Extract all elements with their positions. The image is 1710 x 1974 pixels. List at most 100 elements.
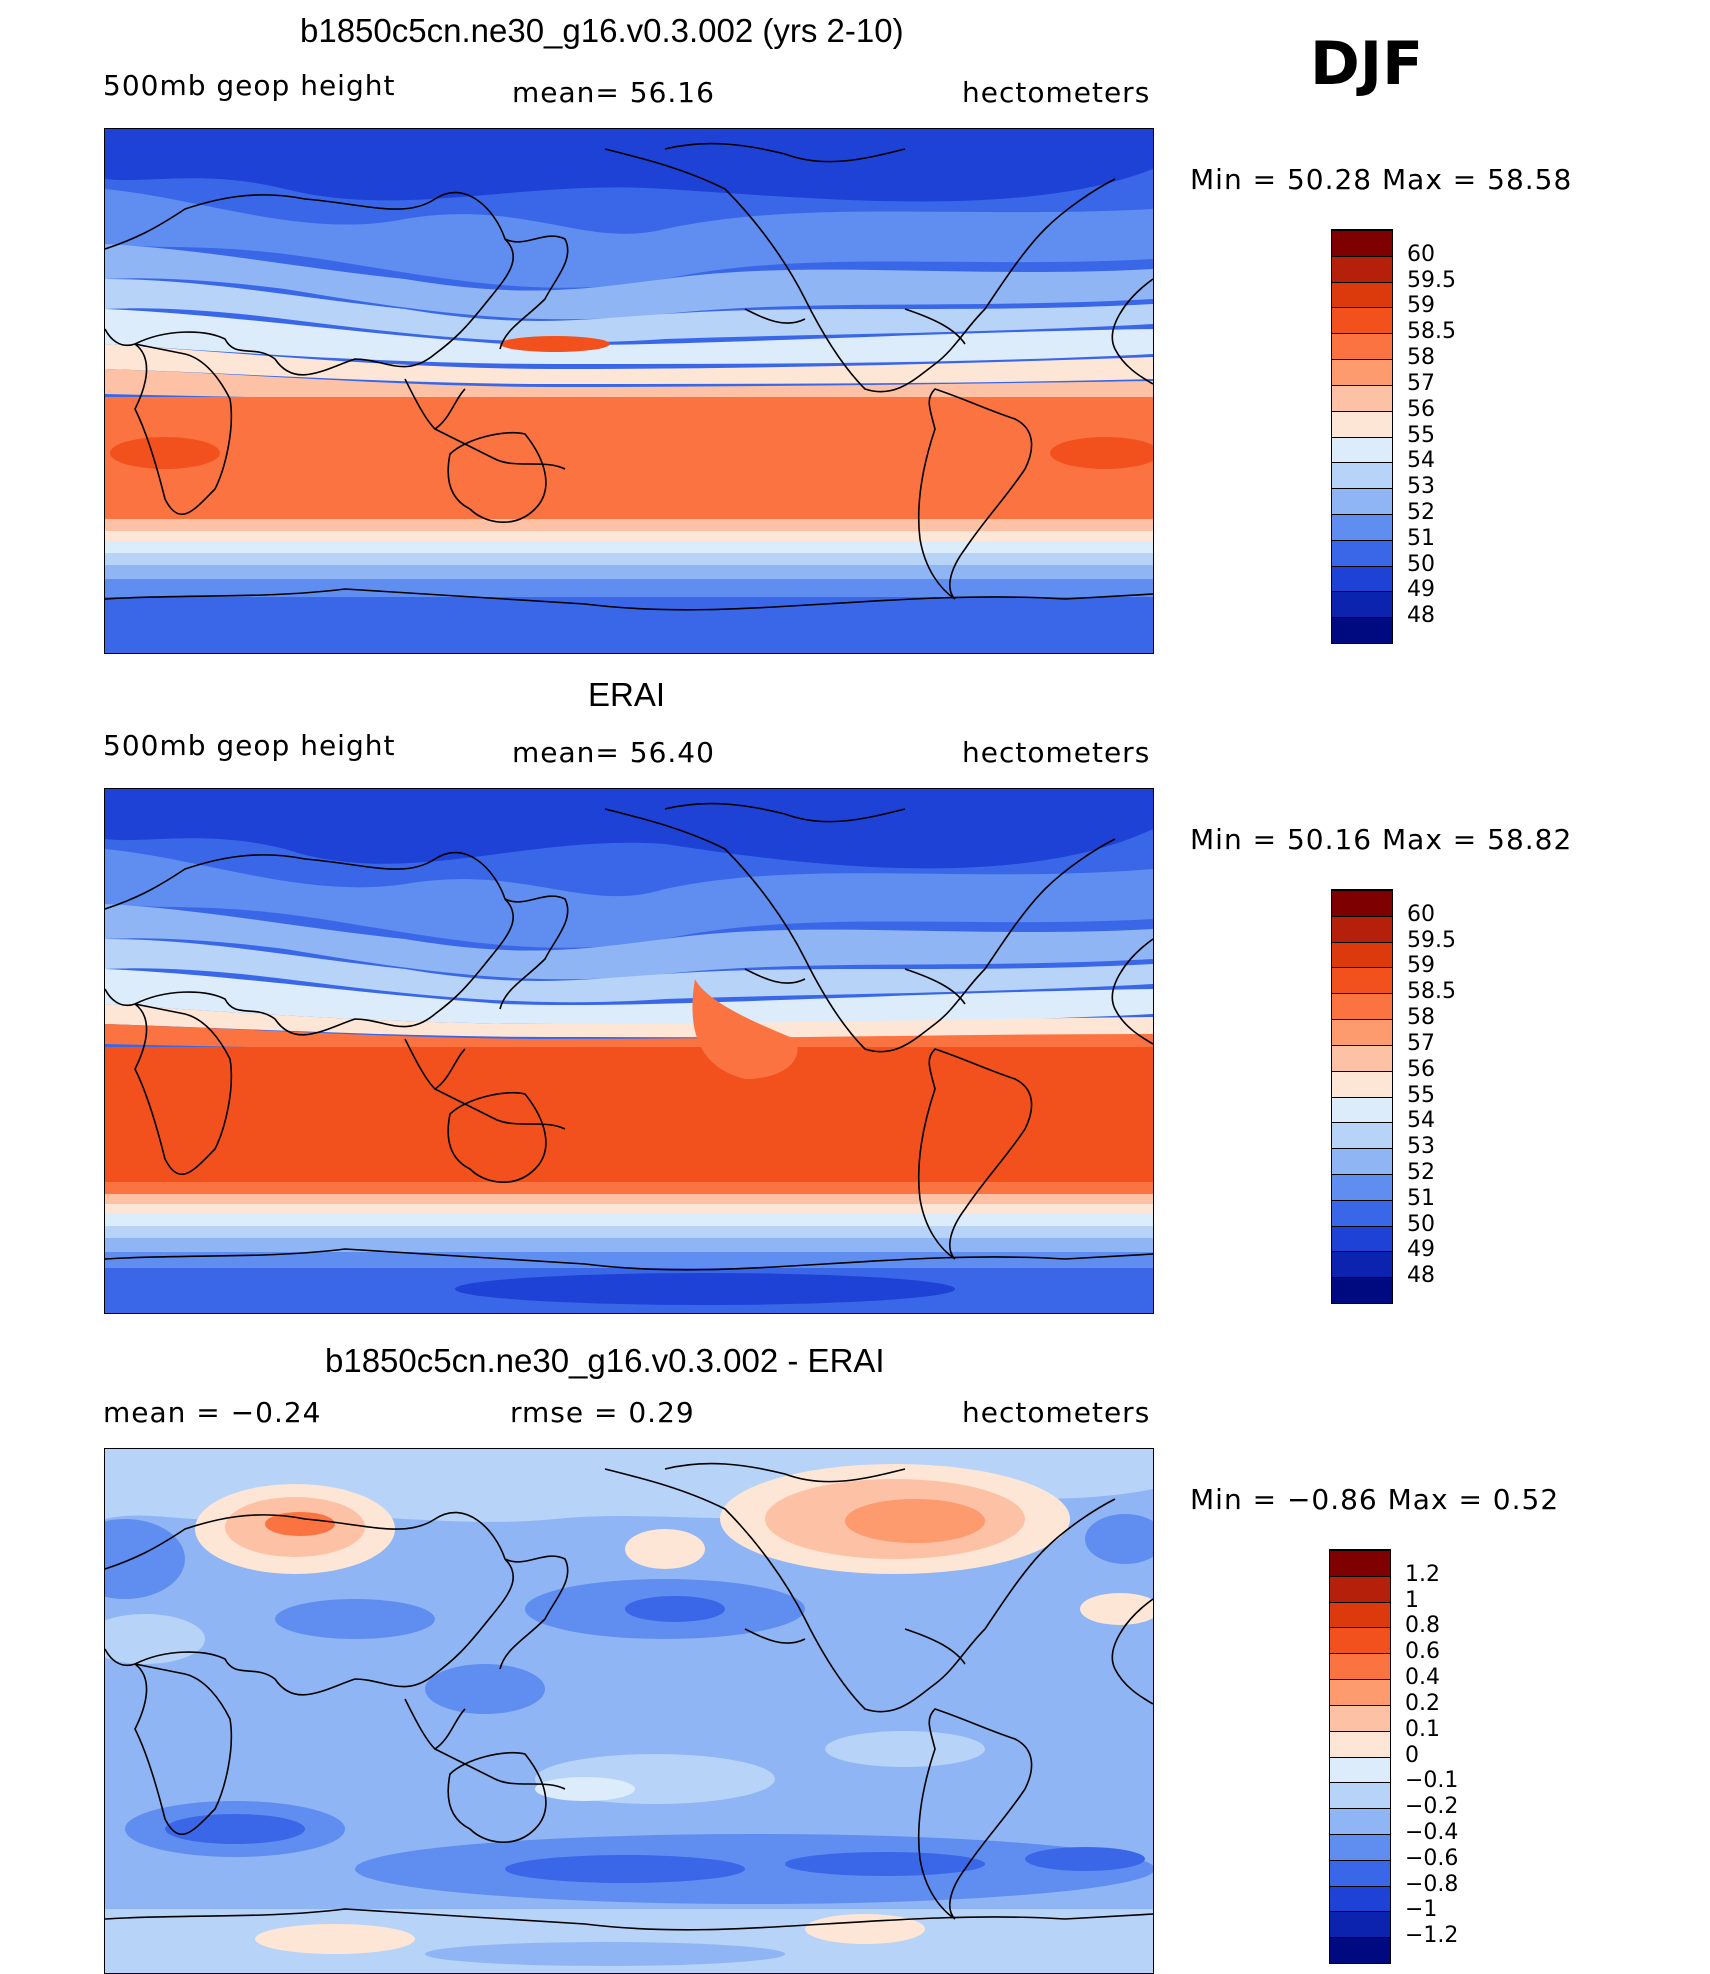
colorbar-swatch — [1332, 565, 1392, 592]
colorbar-tick-label: 51 — [1407, 1185, 1435, 1211]
colorbar-swatch — [1332, 436, 1392, 463]
colorbar-tick-label: 57 — [1407, 370, 1435, 396]
colorbar-swatch — [1332, 384, 1392, 411]
colorbar-tick-label: 0 — [1405, 1742, 1419, 1768]
colorbar-tick-label: 57 — [1407, 1030, 1435, 1056]
colorbar-swatch — [1332, 1122, 1392, 1149]
colorbar-tick-label: 60 — [1407, 241, 1435, 267]
colorbar-swatch — [1332, 230, 1392, 256]
colorbar-swatch — [1332, 967, 1392, 994]
colorbar-tick-label: 59.5 — [1407, 267, 1456, 293]
colorbar-tick-label: 58 — [1407, 1005, 1435, 1031]
colorbar-tick-label: 54 — [1407, 1108, 1435, 1134]
colorbar-swatch — [1330, 1550, 1390, 1576]
colorbar-tick-label: 0.4 — [1405, 1665, 1440, 1691]
panel-2-variable-label: 500mb geop height — [103, 729, 396, 762]
colorbar-tick-label: 56 — [1407, 396, 1435, 422]
colorbar-swatch — [1332, 333, 1392, 360]
colorbar-tick-label: 59.5 — [1407, 927, 1456, 953]
colorbar-tick-label: −1.2 — [1405, 1923, 1459, 1949]
panel-1-variable-label: 500mb geop height — [103, 69, 396, 102]
panel-2-units-label: hectometers — [962, 736, 1151, 769]
panel-2-minmax: Min = 50.16 Max = 58.82 — [1190, 823, 1573, 856]
panel-2-title: ERAI — [588, 676, 666, 713]
colorbar-tick-label: 50 — [1407, 551, 1435, 577]
colorbar-swatch — [1332, 488, 1392, 514]
colorbar-tick-label: 58.5 — [1407, 979, 1456, 1005]
colorbar-tick-label: −0.2 — [1405, 1794, 1459, 1820]
colorbar-swatch — [1330, 1911, 1390, 1938]
colorbar-swatch — [1332, 890, 1392, 916]
colorbar-tick-label: 0.6 — [1405, 1639, 1440, 1665]
panel-1-minmax: Min = 50.28 Max = 58.58 — [1190, 163, 1573, 196]
colorbar-tick-label: 1 — [1405, 1587, 1419, 1613]
colorbar-swatch — [1330, 1859, 1390, 1886]
colorbar-tick-label: 0.8 — [1405, 1613, 1440, 1639]
colorbar-tick-label: 49 — [1407, 1237, 1435, 1263]
panel-3-minmax: Min = −0.86 Max = 0.52 — [1190, 1483, 1560, 1516]
colorbar-swatch — [1332, 1148, 1392, 1174]
colorbar-swatch — [1330, 1782, 1390, 1809]
colorbar-swatch — [1332, 1199, 1392, 1226]
colorbar-tick-label: 54 — [1407, 448, 1435, 474]
colorbar-tick-label: 53 — [1407, 1134, 1435, 1160]
colorbar-swatch — [1332, 462, 1392, 489]
colorbar-tick-label: 48 — [1407, 603, 1435, 629]
colorbar-3-box — [1329, 1549, 1391, 1964]
panel-1-mean-label: mean= 56.16 — [512, 76, 715, 109]
colorbar-swatch — [1332, 255, 1392, 282]
colorbar-swatch — [1330, 1575, 1390, 1602]
colorbar-tick-label: −0.6 — [1405, 1845, 1459, 1871]
panel-2-mean-label: mean= 56.40 — [512, 736, 715, 769]
panel-3-map — [104, 1448, 1154, 1974]
colorbar-swatch — [1332, 591, 1392, 618]
panel-2-map — [104, 788, 1154, 1314]
panel-1-units-label: hectometers — [962, 76, 1151, 109]
colorbar-tick-label: 53 — [1407, 474, 1435, 500]
colorbar-tick-label: 60 — [1407, 901, 1435, 927]
colorbar-tick-label: 58.5 — [1407, 319, 1456, 345]
colorbar-tick-label: 52 — [1407, 499, 1435, 525]
colorbar-tick-label: 51 — [1407, 525, 1435, 551]
colorbar-tick-label: 49 — [1407, 577, 1435, 603]
colorbar-swatch — [1330, 1937, 1390, 1963]
colorbar-tick-label: 1.2 — [1405, 1561, 1440, 1587]
colorbar-2-box — [1331, 889, 1393, 1304]
colorbar-tick-label: −0.8 — [1405, 1871, 1459, 1897]
colorbar-swatch — [1332, 307, 1392, 334]
colorbar-swatch — [1330, 1679, 1390, 1705]
colorbar-swatch — [1332, 1096, 1392, 1123]
colorbar-tick-label: 58 — [1407, 345, 1435, 371]
colorbar-tick-label: 59 — [1407, 293, 1435, 319]
panel-3-field — [105, 1449, 1153, 1973]
panel-1-map — [104, 128, 1154, 654]
colorbar-tick-label: 59 — [1407, 953, 1435, 979]
colorbar-swatch — [1332, 513, 1392, 540]
colorbar-swatch — [1332, 993, 1392, 1020]
colorbar-swatch — [1330, 1653, 1390, 1680]
colorbar-swatch — [1332, 410, 1392, 437]
colorbar-tick-label: 0.1 — [1405, 1716, 1440, 1742]
colorbar-swatch — [1332, 1044, 1392, 1071]
colorbar-tick-label: −0.4 — [1405, 1819, 1459, 1845]
colorbar-swatch — [1332, 1225, 1392, 1252]
colorbar-swatch — [1332, 539, 1392, 566]
colorbar-swatch — [1330, 1704, 1390, 1731]
colorbar-swatch — [1330, 1730, 1390, 1757]
panel-3-mean-label: mean = −0.24 — [103, 1396, 322, 1429]
colorbar-swatch — [1332, 1277, 1392, 1303]
panel-3-units-label: hectometers — [962, 1396, 1151, 1429]
colorbar-swatch — [1332, 281, 1392, 308]
colorbar-tick-label: 52 — [1407, 1159, 1435, 1185]
colorbar-swatch — [1332, 1019, 1392, 1045]
panel-2-field — [105, 789, 1153, 1313]
colorbar-tick-label: 56 — [1407, 1056, 1435, 1082]
colorbar-1-box — [1331, 229, 1393, 644]
colorbar-swatch — [1330, 1627, 1390, 1654]
colorbar-tick-label: −0.1 — [1405, 1768, 1459, 1794]
colorbar-tick-label: 50 — [1407, 1211, 1435, 1237]
colorbar-tick-label: 55 — [1407, 1082, 1435, 1108]
colorbar-swatch — [1332, 1173, 1392, 1200]
panel-1-field — [105, 129, 1153, 653]
colorbar-swatch — [1330, 1601, 1390, 1628]
